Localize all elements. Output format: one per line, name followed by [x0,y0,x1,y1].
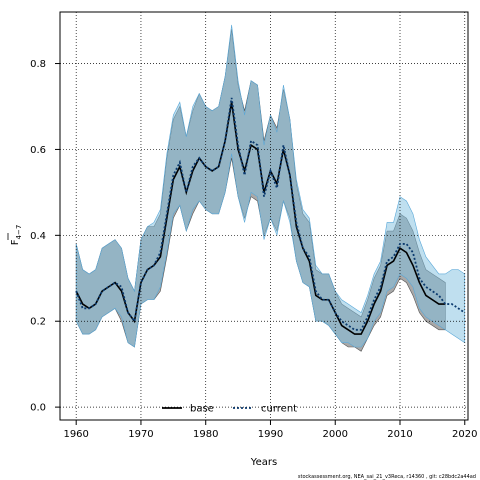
confidence-band-current [75,24,466,348]
x-tick-label: 2000 [323,429,348,440]
footer-text: stockassessment.org, NEA_sai_21_v3Reca, … [298,474,476,480]
x-tick-label: 2010 [387,429,412,440]
series-line-current [75,97,466,331]
x-tick-label: 1960 [63,429,88,440]
y-axis-label-text: F [10,239,21,245]
confidence-bands [75,24,466,352]
y-tick-label: 0.8 [30,59,46,70]
y-axis-label-subscript: 4−7 [15,225,23,240]
y-axis: 0.0 0.2 0.4 0.6 0.8 [30,59,60,414]
legend: base current [162,404,297,415]
series-lines [75,97,466,335]
legend-label-current: current [261,404,297,415]
svg-text:F4−7: F4−7 [10,225,23,246]
x-tick-label: 2020 [452,429,477,440]
legend-label-base: base [190,404,214,415]
plot-frame [59,11,469,421]
y-tick-label: 0.4 [30,231,46,242]
x-tick-label: 1970 [128,429,153,440]
y-tick-label: 0.6 [30,145,46,156]
y-axis-label: F4−7 [7,225,23,246]
y-tick-label: 0.2 [30,317,46,328]
x-tick-label: 1980 [193,429,218,440]
x-tick-label: 1990 [258,429,283,440]
grid [60,12,468,420]
series-line-base [75,102,446,335]
x-axis-label: Years [250,457,277,468]
y-tick-label: 0.0 [30,403,46,414]
x-axis: 1960 1970 1980 1990 2000 2010 2020 [63,420,477,440]
